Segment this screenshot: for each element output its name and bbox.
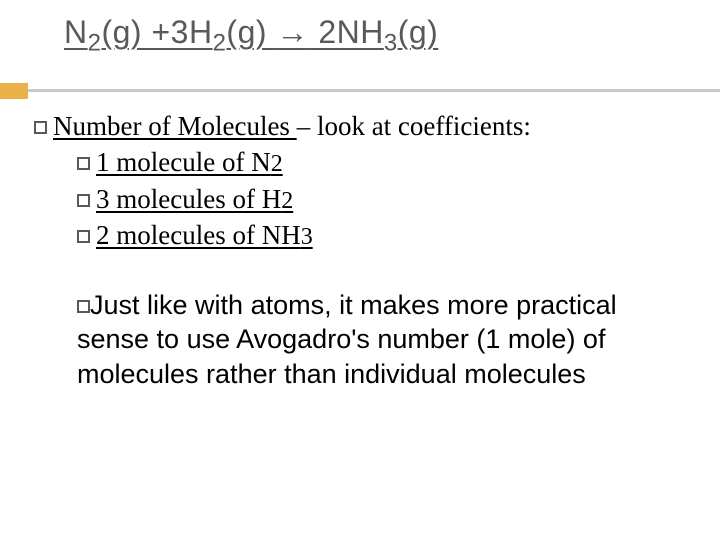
square-bullet-icon xyxy=(77,194,90,207)
content-area: Number of Molecules – look at coefficien… xyxy=(0,92,720,391)
item-sub: 3 xyxy=(301,224,313,250)
item-sub: 2 xyxy=(271,151,283,177)
title-text-g2: (g) xyxy=(226,14,276,50)
title-sub-2b: 2 xyxy=(213,29,227,56)
horizontal-divider xyxy=(0,89,720,92)
title-text-g3: (g) xyxy=(398,14,439,50)
heading-rest: – look at coefficients: xyxy=(297,111,531,141)
title-sub-2a: 2 xyxy=(88,29,102,56)
title-text-g1: (g) +3H xyxy=(101,14,212,50)
title-text-sp: 2NH xyxy=(309,14,384,50)
paragraph-rest: like with atoms, it makes more practical… xyxy=(77,290,617,389)
square-bullet-icon xyxy=(34,121,47,134)
heading-underlined: Number of Molecules xyxy=(53,111,297,141)
title-text-n: N xyxy=(64,14,88,50)
list-item: 1 molecule of N2 xyxy=(34,144,680,180)
item-coef: 3 xyxy=(96,184,110,214)
square-bullet-icon xyxy=(77,157,90,170)
paragraph: Just like with atoms, it makes more prac… xyxy=(34,288,680,392)
list-item: 2 molecules of NH3 xyxy=(34,217,680,253)
item-coef: 1 xyxy=(96,147,110,177)
item-word: molecules of NH xyxy=(110,220,301,250)
divider-accent xyxy=(0,83,28,99)
title-arrow: → xyxy=(276,14,309,50)
item-sub: 2 xyxy=(281,188,293,214)
list-item: 3 molecules of H2 xyxy=(34,181,680,217)
square-bullet-icon xyxy=(77,230,90,243)
slide-title: N2(g) +3H2(g) → 2NH3(g) xyxy=(64,14,720,51)
square-bullet-icon xyxy=(77,300,90,313)
item-coef: 2 xyxy=(96,220,110,250)
item-word: molecule of N xyxy=(110,147,271,177)
section-heading: Number of Molecules – look at coefficien… xyxy=(34,108,680,144)
title-sub-3: 3 xyxy=(384,29,398,56)
item-word: molecules of H xyxy=(110,184,282,214)
paragraph-lead: Just xyxy=(90,290,140,320)
slide-title-container: N2(g) +3H2(g) → 2NH3(g) xyxy=(0,0,720,51)
